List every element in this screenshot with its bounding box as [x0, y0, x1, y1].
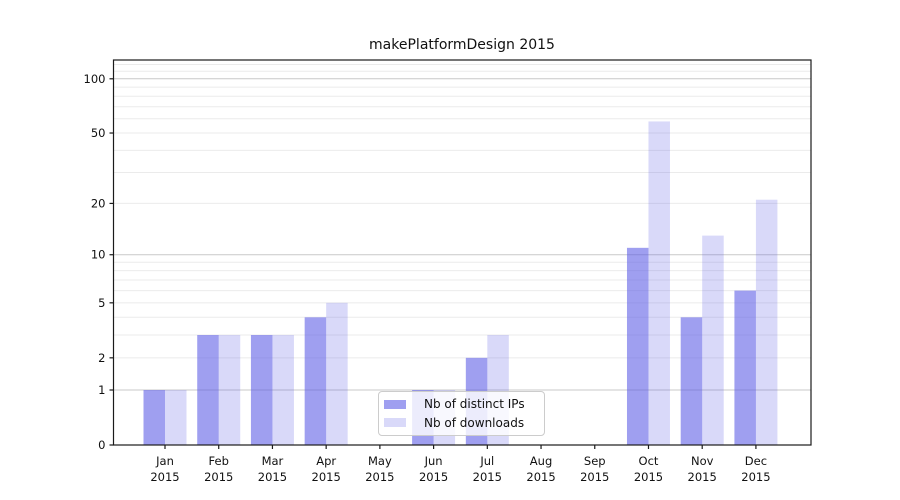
x-tick-label-jul: Jul 2015	[473, 454, 502, 484]
x-tick-label-mar: Mar 2015	[258, 454, 287, 484]
bar-downloads-feb	[218, 335, 241, 445]
y-tick-label-10: 10	[91, 248, 106, 262]
x-tick-label-jan: Jan 2015	[150, 454, 179, 484]
bar-downloads-apr	[326, 302, 348, 445]
x-tick-label-jun: Jun 2015	[419, 454, 448, 484]
legend-label: Nb of downloads	[424, 415, 525, 430]
legend-label: Nb of distinct IPs	[424, 397, 525, 412]
bar-downloads-dec	[755, 199, 778, 445]
chart-title: makePlatformDesign 2015	[369, 37, 555, 53]
bar-downloads-nov	[702, 235, 724, 445]
bar-downloads-jan	[165, 390, 187, 445]
legend-swatch-icon	[384, 399, 406, 409]
y-tick-label-0: 0	[98, 438, 105, 452]
legend-item-0: Nb of distinct IPs	[384, 395, 538, 414]
x-tick-label-nov: Nov 2015	[688, 454, 717, 484]
x-tick-label-may: May 2015	[365, 454, 394, 484]
bar-ips-feb	[197, 335, 219, 445]
y-tick-label-100: 100	[84, 72, 106, 86]
bar-ips-apr	[304, 317, 327, 445]
plot-border	[112, 59, 812, 446]
bar-ips-nov	[680, 317, 703, 445]
legend-box: Nb of distinct IPs Nb of downloads	[378, 391, 545, 436]
x-tick-label-sep: Sep 2015	[580, 454, 609, 484]
bar-ips-jan	[143, 390, 165, 445]
bar-ips-oct	[626, 247, 649, 445]
y-tick-label-1: 1	[98, 383, 105, 397]
legend-item-1: Nb of downloads	[384, 414, 538, 433]
x-tick-label-feb: Feb 2015	[204, 454, 233, 484]
bar-ips-mar	[250, 335, 273, 445]
x-tick-label-dec: Dec 2015	[741, 454, 770, 484]
x-tick-label-oct: Oct 2015	[634, 454, 663, 484]
y-tick-label-5: 5	[98, 296, 105, 310]
y-tick-label-50: 50	[91, 126, 106, 140]
bar-downloads-mar	[272, 335, 294, 445]
bar-ips-dec	[734, 290, 756, 445]
y-tick-label-20: 20	[91, 196, 106, 210]
x-tick-label-aug: Aug 2015	[526, 454, 555, 484]
x-tick-label-apr: Apr 2015	[312, 454, 341, 484]
bar-downloads-oct	[648, 121, 670, 445]
y-tick-label-2: 2	[98, 351, 105, 365]
legend-swatch-icon	[384, 418, 406, 428]
